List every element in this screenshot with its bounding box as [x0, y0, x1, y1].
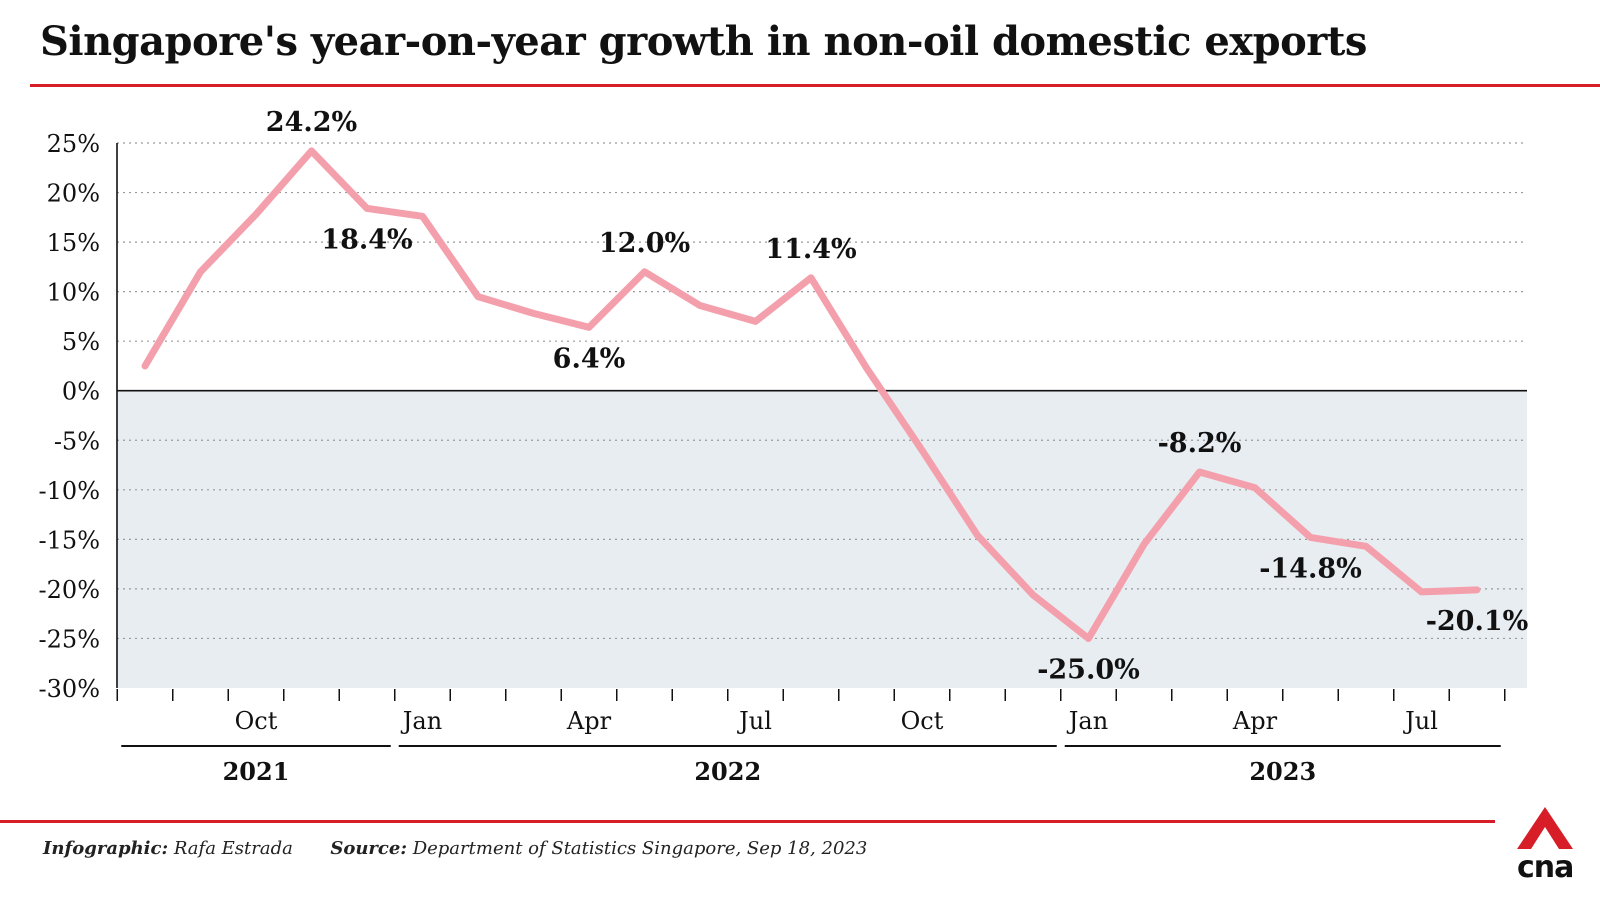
- y-tick-label: -15%: [39, 526, 100, 554]
- y-tick-label: 20%: [47, 180, 100, 208]
- year-label: 2021: [223, 757, 290, 786]
- x-tick-label: Jul: [1402, 707, 1438, 735]
- y-tick-label: -10%: [39, 477, 100, 505]
- x-tick-label: Apr: [1232, 707, 1278, 735]
- data-label: 6.4%: [553, 343, 626, 374]
- data-label: -25.0%: [1037, 654, 1140, 685]
- x-tick-label: Oct: [901, 707, 944, 735]
- title-divider: [30, 84, 1600, 87]
- y-tick-label: -30%: [39, 675, 100, 703]
- y-tick-label: -25%: [39, 625, 100, 653]
- footer-credits: Infographic: Rafa Estrada Source: Depart…: [43, 838, 867, 859]
- x-tick-label: Jan: [1066, 707, 1108, 735]
- x-tick-label: Jan: [400, 707, 442, 735]
- data-label: 12.0%: [599, 228, 690, 259]
- y-tick-label: 25%: [47, 130, 100, 158]
- cna-logo-icon: [1517, 807, 1573, 849]
- y-tick-label: 5%: [62, 328, 100, 356]
- year-label: 2023: [1249, 757, 1316, 786]
- x-tick-label: Jul: [736, 707, 772, 735]
- y-tick-label: 15%: [47, 229, 100, 257]
- infographic-label: Infographic:: [43, 838, 169, 859]
- x-tick-label: Oct: [235, 707, 278, 735]
- data-label: -8.2%: [1158, 428, 1242, 459]
- y-tick-label: 0%: [62, 378, 100, 406]
- data-label: -14.8%: [1259, 553, 1362, 584]
- source-credit: Department of Statistics Singapore, Sep …: [412, 838, 868, 859]
- chart-title: Singapore's year-on-year growth in non-o…: [40, 18, 1367, 65]
- y-tick-label: 10%: [47, 279, 100, 307]
- infographic-credit: Rafa Estrada: [173, 838, 293, 859]
- line-chart: 25% 20% 15% 10% 5% 0% -5% -10% -15% -20% -25% -30% O…: [39, 107, 1529, 786]
- x-tick-label: Apr: [566, 707, 612, 735]
- y-tick-label: -20%: [39, 576, 100, 604]
- footer-divider: [0, 820, 1495, 823]
- source-label: Source:: [330, 838, 407, 859]
- year-label: 2022: [694, 757, 761, 786]
- y-tick-label: -5%: [54, 427, 100, 455]
- data-label: 18.4%: [321, 224, 412, 255]
- logo-text: cna: [1517, 850, 1574, 885]
- data-label: -20.1%: [1426, 606, 1529, 637]
- data-label: 11.4%: [765, 234, 856, 265]
- data-label: 24.2%: [266, 107, 357, 138]
